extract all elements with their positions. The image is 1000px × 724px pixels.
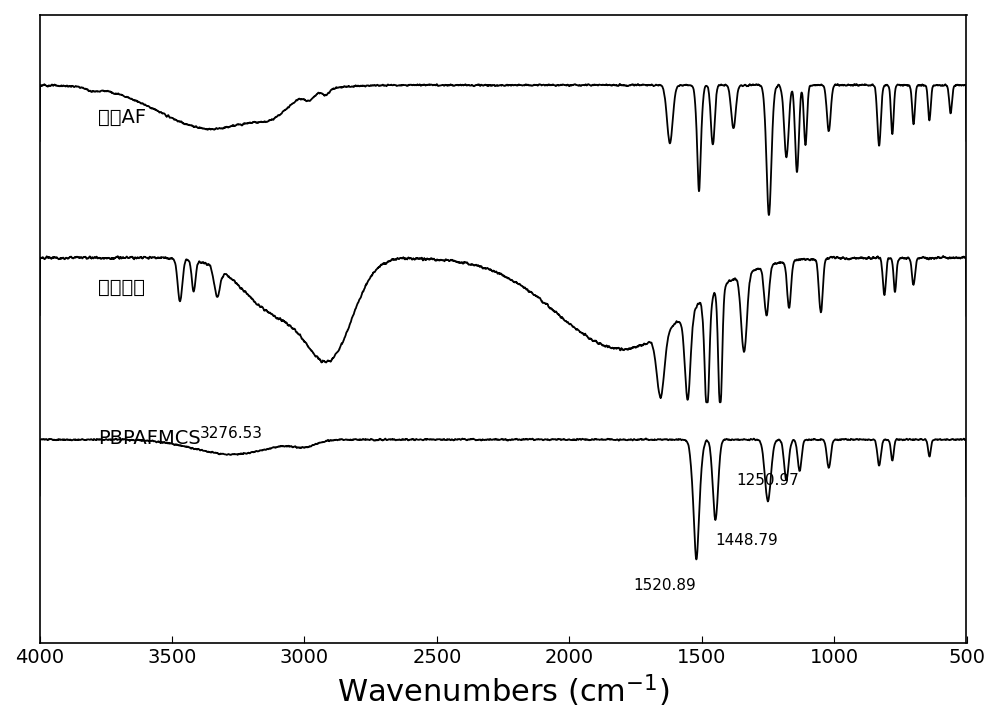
X-axis label: Wavenumbers (cm$^{-1}$): Wavenumbers (cm$^{-1}$) [337,673,669,709]
Text: PBPAFMCS: PBPAFMCS [98,429,201,448]
Text: 1250.97: 1250.97 [736,473,799,489]
Text: 1448.79: 1448.79 [715,533,778,548]
Text: 双酚AF: 双酚AF [98,109,146,127]
Text: 3276.53: 3276.53 [200,426,263,442]
Text: 三聚氧胺: 三聚氧胺 [98,278,145,298]
Text: 1520.89: 1520.89 [633,578,696,593]
